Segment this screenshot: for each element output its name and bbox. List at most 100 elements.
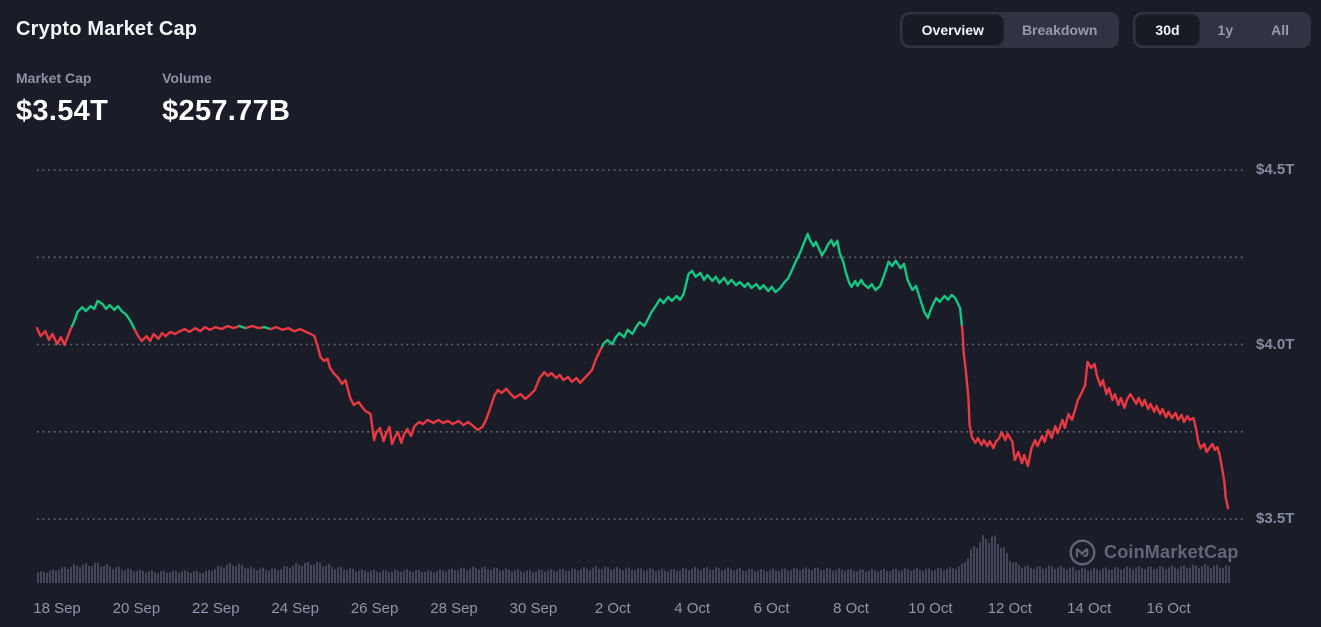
page-title: Crypto Market Cap <box>16 18 198 40</box>
volume-bar <box>529 570 531 583</box>
volume-bar <box>1156 568 1158 583</box>
volume-bar <box>739 568 741 583</box>
volume-bar <box>289 568 291 583</box>
volume-bar <box>1135 567 1137 583</box>
volume-bar <box>988 542 990 583</box>
volume-bar <box>886 570 888 583</box>
volume-bar <box>808 569 810 583</box>
volume-bar <box>562 568 564 583</box>
volume-bar <box>748 568 750 583</box>
volume-bar <box>907 569 909 583</box>
volume-bar <box>664 570 666 583</box>
volume-bar <box>154 572 156 583</box>
volume-bar <box>628 567 630 583</box>
volume-bar <box>70 566 72 583</box>
volume-bar <box>955 569 957 583</box>
volume-bar <box>559 569 561 583</box>
volume-bar <box>199 572 201 583</box>
volume-bar <box>160 571 162 583</box>
volume-bar <box>316 561 318 583</box>
volume-bar <box>376 571 378 583</box>
volume-bar <box>451 568 453 583</box>
volume-bar <box>136 571 138 583</box>
stat-market-cap: Market Cap $3.54T <box>16 70 108 128</box>
volume-bar <box>406 569 408 583</box>
volume-bar <box>430 570 432 583</box>
volume-bar <box>37 572 39 583</box>
volume-bar <box>409 570 411 583</box>
volume-bar <box>313 564 315 583</box>
volume-bar <box>103 566 105 583</box>
volume-bar <box>379 572 381 583</box>
volume-bar <box>1165 569 1167 583</box>
volume-bar <box>817 567 819 583</box>
volume-bar <box>814 568 816 583</box>
volume-bar <box>553 570 555 583</box>
x-axis-label: 28 Sep <box>430 600 478 617</box>
volume-bar <box>163 571 165 583</box>
volume-bar <box>202 573 204 583</box>
volume-bar <box>1114 567 1116 583</box>
volume-bar <box>415 570 417 583</box>
range-all[interactable]: All <box>1252 15 1308 45</box>
volume-bar <box>76 565 78 583</box>
volume-bar <box>130 569 132 583</box>
volume-bar <box>475 567 477 583</box>
volume-bar <box>913 569 915 583</box>
volume-bar <box>949 566 951 583</box>
tab-breakdown[interactable]: Breakdown <box>1003 15 1116 45</box>
volume-bar <box>115 567 117 583</box>
volume-bar <box>478 569 480 583</box>
volume-bar <box>46 572 48 583</box>
volume-bar <box>1066 569 1068 583</box>
volume-bar <box>769 570 771 583</box>
volume-bar <box>676 570 678 583</box>
volume-bar <box>736 569 738 583</box>
volume-bar <box>658 570 660 583</box>
volume-bar <box>958 566 960 583</box>
volume-bar <box>466 570 468 583</box>
volume-bar <box>715 567 717 583</box>
volume-bar <box>724 569 726 583</box>
volume-bar <box>952 568 954 583</box>
x-axis-label: 12 Oct <box>987 600 1032 617</box>
y-axis-label: $4.0T <box>1256 335 1295 353</box>
volume-bar <box>697 568 699 583</box>
volume-bar <box>862 569 864 583</box>
volume-bar <box>403 570 405 583</box>
tab-overview[interactable]: Overview <box>902 15 1003 45</box>
volume-bar <box>937 567 939 583</box>
volume-bar <box>901 570 903 583</box>
volume-bar <box>550 569 552 583</box>
volume-bar <box>874 570 876 583</box>
volume-bar <box>358 570 360 583</box>
volume-bar <box>1030 567 1032 583</box>
volume-bar <box>1048 565 1050 583</box>
volume-bar <box>343 569 345 583</box>
range-1y[interactable]: 1y <box>1199 15 1253 45</box>
volume-bar <box>1012 562 1014 583</box>
volume-bar <box>1084 568 1086 583</box>
volume-bar <box>91 566 93 583</box>
volume-bar <box>169 572 171 583</box>
volume-bar <box>193 571 195 583</box>
volume-bar <box>67 568 69 583</box>
volume-bar <box>322 566 324 583</box>
volume-bar <box>811 570 813 583</box>
volume-bar <box>595 566 597 583</box>
volume-bar <box>1132 569 1134 583</box>
volume-bar <box>850 568 852 583</box>
volume-bar <box>841 569 843 583</box>
volume-bar <box>640 568 642 583</box>
volume-bar <box>832 570 834 583</box>
volume-bar <box>733 570 735 583</box>
volume-bar <box>1057 567 1059 583</box>
volume-bar <box>964 562 966 583</box>
volume-bar <box>520 571 522 583</box>
range-30d[interactable]: 30d <box>1136 15 1199 45</box>
volume-bar <box>568 570 570 583</box>
volume-bar <box>1183 565 1185 583</box>
volume-bar <box>280 569 282 583</box>
